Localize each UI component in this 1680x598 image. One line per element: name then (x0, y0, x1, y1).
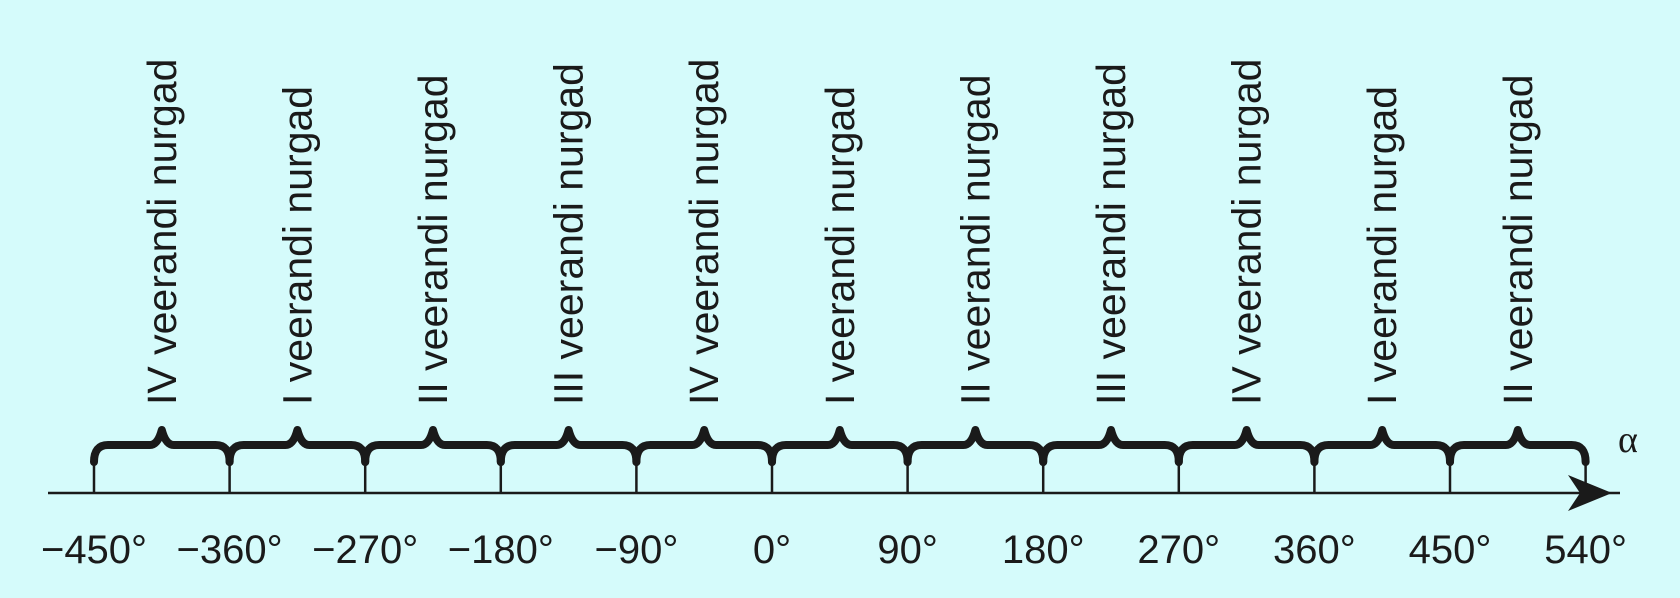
interval-label: II veerandi nurgad (410, 74, 456, 405)
tick-label: −450° (41, 528, 147, 572)
brace (1446, 426, 1590, 466)
tick-label: 0° (753, 528, 791, 572)
brace (768, 426, 912, 466)
tick-label: 180° (1002, 528, 1085, 572)
brace (1039, 426, 1183, 466)
interval-label: II veerandi nurgad (952, 74, 998, 405)
tick-label: 540° (1544, 528, 1627, 572)
brace (1310, 426, 1454, 466)
interval-label: III veerandi nurgad (1088, 63, 1134, 405)
interval-label: II veerandi nurgad (1495, 74, 1541, 405)
brace (1174, 426, 1319, 466)
interval-label: IV veerandi nurgad (681, 59, 727, 405)
interval-label: I veerandi nurgad (817, 86, 863, 405)
tick-label: −180° (448, 528, 554, 572)
tick-label: −270° (312, 528, 418, 572)
interval-label: I veerandi nurgad (1359, 86, 1405, 405)
tick-label: −360° (177, 528, 283, 572)
tick-label: 90° (877, 528, 938, 572)
axis-label: α (1618, 419, 1638, 461)
tick-label: −90° (594, 528, 678, 572)
brace (903, 426, 1048, 466)
interval-label: IV veerandi nurgad (139, 59, 185, 405)
brace (225, 426, 370, 466)
tick-label: 360° (1273, 528, 1356, 572)
brace (361, 426, 505, 466)
interval-label: I veerandi nurgad (274, 86, 320, 405)
brace (632, 426, 776, 466)
interval-label: III veerandi nurgad (546, 63, 592, 405)
tick-label: 270° (1137, 528, 1220, 572)
brace (496, 426, 641, 466)
interval-label: IV veerandi nurgad (1224, 59, 1270, 405)
axis-arrow (1568, 475, 1612, 511)
brace (90, 426, 234, 466)
tick-label: 450° (1409, 528, 1492, 572)
